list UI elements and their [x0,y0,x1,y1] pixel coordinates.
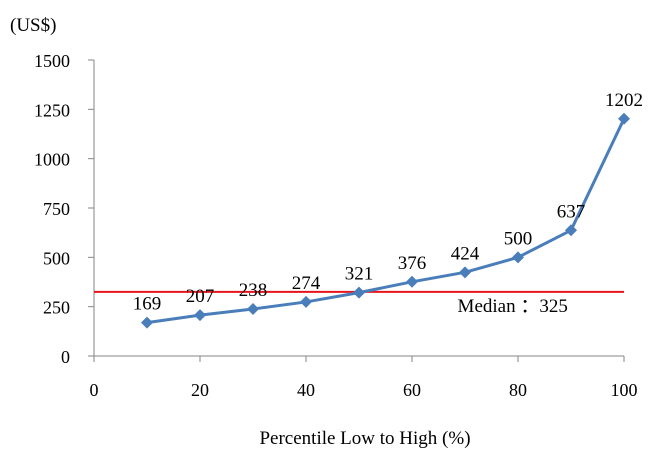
y-tick-label: 750 [43,199,70,219]
data-label: 637 [557,201,586,222]
data-label: 169 [133,294,162,315]
data-labels: 169 207 238 274 321 376 424 500 637 1202 [133,90,643,315]
data-label: 321 [345,264,374,285]
x-tick-label: 40 [297,380,315,400]
x-tick-label: 60 [403,380,421,400]
data-point-marker [512,251,524,264]
series-line [146,118,626,325]
data-point-marker [565,224,577,237]
data-point-marker [247,303,259,316]
y-tick-label: 500 [43,248,70,268]
x-tick-label: 0 [90,380,99,400]
data-label: 1202 [605,90,643,111]
data-point-marker [353,286,365,299]
y-axis-ticks: 0 250 500 750 1000 1250 1500 [34,51,94,367]
y-tick-label: 1000 [34,150,70,170]
data-point-marker [618,112,630,125]
y-tick-label: 1500 [34,51,70,71]
y-tick-label: 0 [61,347,70,367]
data-label: 376 [398,253,427,274]
x-tick-label: 100 [611,380,638,400]
x-axis-title: Percentile Low to High (%) [259,428,470,449]
data-label: 500 [504,228,533,249]
data-markers [141,112,630,329]
x-axis-ticks: 0 20 40 60 80 100 [90,356,638,400]
data-label: 424 [451,243,480,264]
data-label: 274 [292,273,321,294]
x-tick-label: 80 [509,380,527,400]
data-point-marker [300,295,312,308]
data-point-marker [459,266,471,279]
data-point-marker [141,316,153,329]
y-tick-label: 250 [43,298,70,318]
data-point-marker [194,309,206,322]
y-unit-label: (US$) [10,15,56,36]
median-label: Median ：325 [458,296,568,317]
y-tick-label: 1250 [34,100,70,120]
data-label: 238 [239,280,268,301]
data-point-marker [406,275,418,288]
x-tick-label: 20 [191,380,209,400]
data-label: 207 [186,286,215,307]
